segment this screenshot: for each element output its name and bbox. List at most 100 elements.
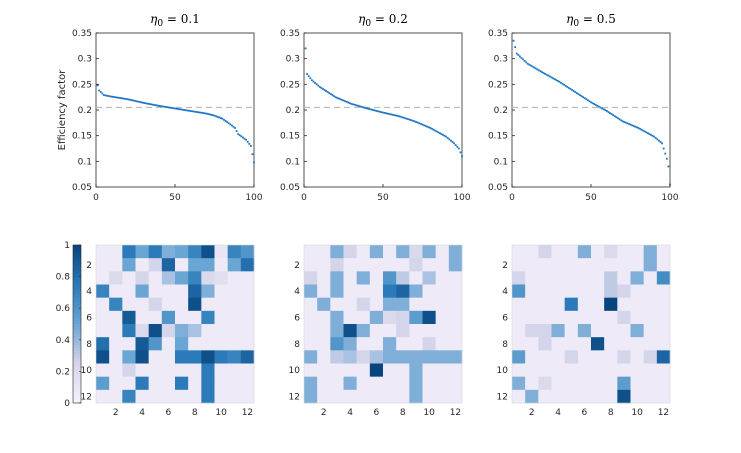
data-point <box>583 97 586 100</box>
y-tick-label: 12 <box>497 392 508 402</box>
data-point <box>615 116 618 119</box>
data-point <box>251 153 254 156</box>
colorbar-segment <box>73 271 81 275</box>
data-point <box>333 95 335 98</box>
heatmap-cell <box>240 258 255 272</box>
data-point <box>579 94 581 97</box>
data-point <box>99 91 102 93</box>
data-point <box>396 114 399 117</box>
heatmap-cell <box>109 258 123 272</box>
data-point <box>248 142 251 145</box>
title-symbol: η <box>150 12 158 26</box>
data-point <box>359 105 362 108</box>
heatmap-cell <box>175 363 189 377</box>
heatmap-cell <box>525 363 539 377</box>
data-point <box>110 95 113 98</box>
heatmap-cell <box>422 245 436 259</box>
heatmap-cell <box>422 376 436 391</box>
heatmap-cell <box>343 350 357 364</box>
heatmap-cell <box>383 245 397 259</box>
colorbar-segment <box>73 295 81 299</box>
heatmap-cell <box>396 337 410 351</box>
title-value: = 0.2 <box>371 12 408 26</box>
data-point <box>232 125 235 128</box>
colorbar-segment <box>73 342 81 346</box>
heatmap-cell <box>175 271 189 285</box>
heatmap-cell <box>538 310 552 325</box>
y-tick-label: 2 <box>294 261 300 271</box>
y-tick-label: 0.2 <box>494 106 508 116</box>
heatmap-cell <box>630 310 644 325</box>
data-point <box>385 112 388 115</box>
data-point <box>229 123 232 126</box>
data-point <box>523 59 526 62</box>
data-point <box>563 83 566 86</box>
data-point <box>448 138 451 141</box>
heatmap-cell <box>369 389 384 404</box>
heatmap-cell <box>175 376 189 391</box>
heatmap-cell <box>343 376 357 391</box>
data-point <box>537 69 540 72</box>
data-point <box>326 91 329 93</box>
data-point <box>134 100 137 102</box>
data-point <box>623 121 626 123</box>
data-point <box>380 111 383 114</box>
y-tick-label: 10 <box>497 366 509 376</box>
colorbar-segment <box>73 350 81 354</box>
heatmap-cell <box>409 284 423 298</box>
title-value: = 0.5 <box>579 12 616 26</box>
heatmap-cell <box>109 284 123 298</box>
heatmap-cell <box>551 297 565 312</box>
heatmap-cell <box>435 297 450 312</box>
y-tick-label: 8 <box>502 340 508 350</box>
data-point <box>610 113 613 116</box>
x-tick-label: 50 <box>169 193 181 203</box>
heatmap-cell <box>135 297 149 312</box>
colorbar-segment <box>73 376 81 380</box>
title-subscript: 0 <box>573 19 579 29</box>
data-point <box>415 121 418 123</box>
data-point <box>156 104 159 107</box>
heatmap-cell <box>538 337 552 351</box>
colorbar-segment <box>73 384 81 388</box>
heatmap-cell <box>96 258 110 272</box>
data-point <box>577 93 580 95</box>
colorbar-segment <box>73 360 81 364</box>
data-point <box>620 119 622 122</box>
heatmap-cell <box>448 324 463 338</box>
heatmap-cell <box>214 245 228 259</box>
y-tick-label: 0.1 <box>78 157 92 167</box>
data-point <box>153 104 156 106</box>
heatmap-cell <box>317 363 331 377</box>
data-point <box>555 79 558 81</box>
heatmap-cell <box>512 363 526 377</box>
heatmap-cell <box>135 337 149 351</box>
colorbar-segment <box>73 308 81 312</box>
data-point <box>640 128 643 131</box>
data-point <box>590 101 592 104</box>
heatmap-cell <box>525 310 539 325</box>
data-point <box>604 109 607 112</box>
heatmap-cell <box>630 389 644 404</box>
heatmap-cell <box>577 284 592 298</box>
data-point <box>329 93 332 95</box>
heatmap-cell <box>448 284 463 298</box>
y-tick-label: 0.35 <box>488 29 508 39</box>
heatmap-cell <box>396 363 410 377</box>
colorbar-segment <box>73 284 81 288</box>
data-point <box>616 117 619 120</box>
data-point <box>372 109 375 112</box>
heatmap-cell <box>551 310 565 325</box>
y-tick-label: 4 <box>502 287 508 297</box>
colorbar-segment <box>73 247 81 251</box>
heatmap-cell <box>161 376 176 391</box>
heatmap-cell <box>604 245 618 259</box>
heatmap-cell <box>538 271 552 285</box>
colorbar-segment <box>73 345 81 349</box>
heatmap-cell <box>330 245 344 259</box>
heatmap-cell <box>369 271 384 285</box>
heatmap-cell <box>656 337 671 351</box>
heatmap-cell <box>525 376 539 391</box>
heatmap-cell <box>643 389 658 404</box>
data-point <box>558 80 561 83</box>
